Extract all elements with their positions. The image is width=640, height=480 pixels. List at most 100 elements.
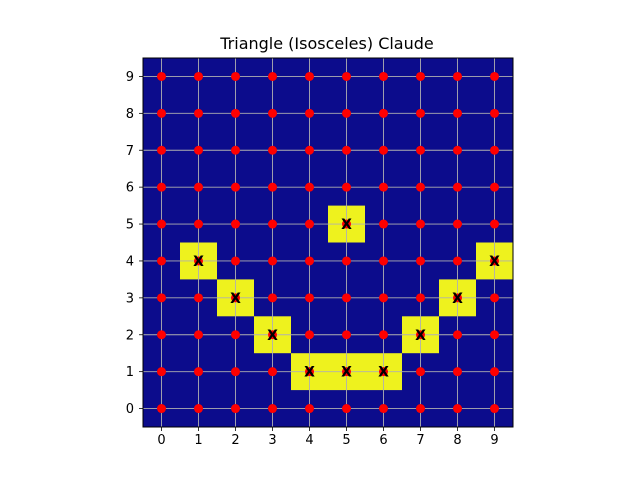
grid-point — [416, 145, 425, 155]
x-tick-label: 8 — [453, 433, 461, 448]
grid-point — [490, 145, 499, 155]
grid-point — [305, 256, 314, 266]
grid-point — [305, 182, 314, 192]
grid-point — [453, 182, 462, 192]
grid-point — [416, 182, 425, 192]
grid-point — [231, 293, 240, 303]
x-tick-label: 3 — [268, 433, 276, 448]
grid-point — [379, 219, 388, 229]
cell-marker-label: X — [489, 254, 500, 270]
grid-point — [231, 404, 240, 414]
grid-point — [416, 293, 425, 303]
grid-point — [231, 108, 240, 118]
y-tick-label: 3 — [126, 291, 134, 306]
grid-point — [453, 404, 462, 414]
grid-point — [194, 108, 203, 118]
grid-point — [342, 71, 351, 81]
grid-point — [305, 219, 314, 229]
grid-point — [157, 145, 166, 155]
grid-point — [231, 182, 240, 192]
grid-point — [157, 256, 166, 266]
y-tick-label: 8 — [126, 107, 134, 122]
y-tick-label: 0 — [126, 402, 134, 417]
grid-point — [342, 219, 351, 229]
cell-marker-label: X — [230, 291, 241, 307]
chart-title: Triangle (Isosceles) Claude — [219, 34, 434, 53]
grid-point — [490, 293, 499, 303]
grid-point — [490, 71, 499, 81]
grid-point — [157, 293, 166, 303]
grid-point — [490, 367, 499, 377]
grid-point — [157, 71, 166, 81]
grid-point — [231, 367, 240, 377]
x-tick-label: 2 — [231, 433, 239, 448]
grid-point — [342, 145, 351, 155]
y-tick-label: 7 — [126, 144, 134, 159]
grid-point — [305, 71, 314, 81]
x-tick-label: 9 — [490, 433, 498, 448]
grid-point — [453, 71, 462, 81]
grid-point — [490, 182, 499, 192]
grid-point — [305, 404, 314, 414]
grid-point — [268, 71, 277, 81]
grid-point — [157, 182, 166, 192]
grid-point — [231, 330, 240, 340]
cell-marker-label: X — [267, 328, 278, 344]
grid-point — [342, 293, 351, 303]
cell-marker-label: X — [304, 365, 315, 381]
grid-point — [194, 182, 203, 192]
grid-point — [305, 145, 314, 155]
grid-point — [157, 367, 166, 377]
grid-point — [342, 404, 351, 414]
x-tick-label: 0 — [157, 433, 165, 448]
grid-point — [157, 404, 166, 414]
grid-point — [453, 145, 462, 155]
grid-point — [416, 256, 425, 266]
grid-point — [268, 219, 277, 229]
grid-point — [416, 330, 425, 340]
grid-point — [157, 330, 166, 340]
grid-point — [194, 404, 203, 414]
y-tick-label: 5 — [126, 218, 134, 233]
grid-point — [379, 330, 388, 340]
grid-point — [379, 145, 388, 155]
x-tick-label: 1 — [194, 433, 202, 448]
grid-point — [342, 256, 351, 266]
grid-point — [416, 367, 425, 377]
grid-point — [416, 219, 425, 229]
cell-marker-label: X — [415, 328, 426, 344]
grid-point — [453, 293, 462, 303]
grid-point — [453, 256, 462, 266]
grid-point — [490, 330, 499, 340]
grid-point — [231, 145, 240, 155]
grid-point — [342, 182, 351, 192]
cell-marker-label: X — [341, 217, 352, 233]
x-tick-label: 5 — [342, 433, 350, 448]
grid-point — [342, 367, 351, 377]
grid-point — [157, 108, 166, 118]
grid-point — [379, 182, 388, 192]
grid-point — [305, 108, 314, 118]
grid-point — [453, 330, 462, 340]
grid-point — [268, 108, 277, 118]
grid-point — [157, 219, 166, 229]
y-tick-label: 2 — [126, 328, 134, 343]
grid-point — [453, 367, 462, 377]
grid-point — [268, 182, 277, 192]
grid-point — [305, 293, 314, 303]
grid-point — [231, 219, 240, 229]
cell-marker-label: X — [193, 254, 204, 270]
grid-point — [305, 367, 314, 377]
grid-point — [379, 367, 388, 377]
grid-point — [231, 71, 240, 81]
y-tick-label: 1 — [126, 365, 134, 380]
grid-point — [453, 108, 462, 118]
grid-point — [379, 71, 388, 81]
x-tick-label: 7 — [416, 433, 424, 448]
grid-point — [490, 108, 499, 118]
grid-point — [194, 330, 203, 340]
grid-point — [268, 367, 277, 377]
cell-marker-label: X — [378, 365, 389, 381]
grid-point — [268, 256, 277, 266]
